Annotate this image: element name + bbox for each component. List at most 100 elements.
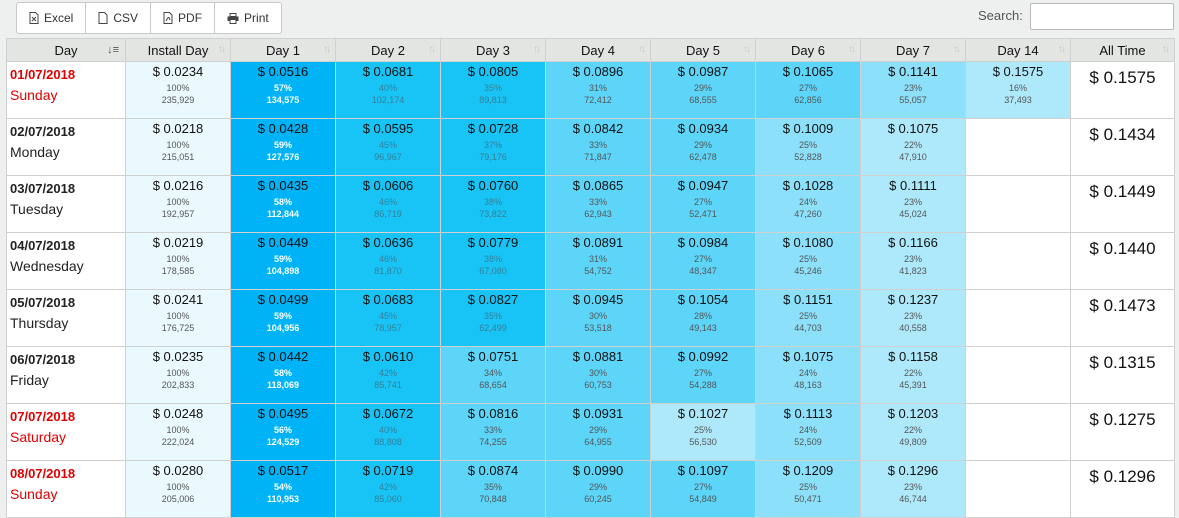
row-weekday: Thursday bbox=[10, 315, 69, 331]
cell-percent: 59% bbox=[273, 140, 292, 150]
cell-users: 45,391 bbox=[899, 380, 927, 390]
cell-users: 40,558 bbox=[899, 323, 927, 333]
cell-value: $ 0.0896 bbox=[572, 64, 624, 79]
row-date: 05/07/2018 bbox=[10, 295, 76, 310]
table-row[interactable]: 03/07/2018 Tuesday $ 0.0216 100% 192,957 $ 0.… bbox=[6, 175, 1175, 233]
cell-percent: 59% bbox=[273, 254, 292, 264]
cohort-cell: $ 0.0672 40% 88,808 bbox=[335, 403, 441, 461]
cell-value: $ 0.1080 bbox=[782, 235, 834, 250]
cell-percent: 57% bbox=[273, 83, 292, 93]
row-date: 03/07/2018 bbox=[10, 181, 76, 196]
cell-users: 222,024 bbox=[161, 437, 195, 447]
cell-users: 192,957 bbox=[161, 209, 195, 219]
cell-value: $ 0.1166 bbox=[888, 235, 938, 250]
cell-value: $ 0.0517 bbox=[257, 463, 309, 478]
column-header[interactable]: Day 4 ↑↓ bbox=[545, 38, 651, 62]
excel-button[interactable]: Excel bbox=[17, 3, 87, 33]
cell-value: $ 0.1141 bbox=[888, 64, 938, 79]
cell-percent: 100% bbox=[166, 311, 190, 321]
cohort-cell: $ 0.0442 58% 118,069 bbox=[230, 346, 336, 404]
cell-users: 37,493 bbox=[1004, 95, 1032, 105]
table-row[interactable]: 02/07/2018 Monday $ 0.0218 100% 215,051 $ 0.0… bbox=[6, 118, 1175, 176]
cohort-cell: $ 0.0516 57% 134,575 bbox=[230, 61, 336, 119]
day-cell: 05/07/2018 Thursday bbox=[6, 289, 126, 347]
cell-value: $ 0.1054 bbox=[677, 292, 729, 307]
alltime-cell: $ 0.1473 bbox=[1070, 289, 1175, 347]
cohort-cell: $ 0.0517 54% 110,953 bbox=[230, 460, 336, 518]
cohort-cell: $ 0.1296 23% 46,744 bbox=[860, 460, 966, 518]
column-header-label: Day bbox=[54, 42, 78, 58]
cell-users: 68,654 bbox=[479, 380, 507, 390]
search-input[interactable] bbox=[1030, 3, 1174, 30]
cell-value: $ 0.1009 bbox=[782, 121, 834, 136]
cohort-cell: $ 0.0947 27% 52,471 bbox=[650, 175, 756, 233]
cell-users: 62,478 bbox=[689, 152, 717, 162]
pdf-file-icon bbox=[163, 12, 173, 24]
column-header[interactable]: Day 2 ↑↓ bbox=[335, 38, 441, 62]
cell-percent: 42% bbox=[378, 482, 397, 492]
csv-button[interactable]: CSV bbox=[86, 3, 152, 33]
cell-value: $ 0.0495 bbox=[257, 406, 309, 421]
cell-value: $ 0.0636 bbox=[362, 235, 414, 250]
cohort-cell bbox=[965, 118, 1071, 176]
cell-value: $ 0.1575 bbox=[992, 64, 1044, 79]
sort-icon: ↑↓ bbox=[638, 44, 646, 55]
cohort-cell: $ 0.1028 24% 47,260 bbox=[755, 175, 861, 233]
cell-users: 202,833 bbox=[161, 380, 195, 390]
cell-value: $ 0.0216 bbox=[152, 178, 204, 193]
day-cell: 04/07/2018 Wednesday bbox=[6, 232, 126, 290]
cell-percent: 40% bbox=[378, 425, 397, 435]
table-row[interactable]: 01/07/2018 Sunday $ 0.0234 100% 235,929 $ 0.0… bbox=[6, 61, 1175, 119]
cell-value: $ 0.0934 bbox=[677, 121, 729, 136]
column-header[interactable]: All Time ↑↓ bbox=[1070, 38, 1175, 62]
cohort-cell: $ 0.1075 22% 47,910 bbox=[860, 118, 966, 176]
column-header[interactable]: Day 1 ↑↓ bbox=[230, 38, 336, 62]
column-header[interactable]: Install Day ↑↓ bbox=[125, 38, 231, 62]
cell-users: 86,719 bbox=[374, 209, 402, 219]
cell-value: $ 0.1028 bbox=[782, 178, 834, 193]
cohort-cell: $ 0.1151 25% 44,703 bbox=[755, 289, 861, 347]
cell-percent: 100% bbox=[166, 482, 190, 492]
column-header[interactable]: Day 7 ↑↓ bbox=[860, 38, 966, 62]
cell-percent: 58% bbox=[273, 368, 292, 378]
cell-users: 67,080 bbox=[479, 266, 507, 276]
table-row[interactable]: 04/07/2018 Wednesday $ 0.0219 100% 178,585 $ … bbox=[6, 232, 1175, 290]
column-header[interactable]: Day ↓≡ bbox=[6, 38, 126, 62]
table-row[interactable]: 06/07/2018 Friday $ 0.0235 100% 202,833 $ 0.0… bbox=[6, 346, 1175, 404]
table-row[interactable]: 07/07/2018 Saturday $ 0.0248 100% 222,024 $ 0… bbox=[6, 403, 1175, 461]
print-button[interactable]: Print bbox=[215, 3, 281, 33]
cell-users: 41,823 bbox=[899, 266, 927, 276]
cell-percent: 31% bbox=[588, 254, 607, 264]
cell-value: $ 0.0842 bbox=[572, 121, 624, 136]
cell-percent: 24% bbox=[798, 425, 817, 435]
column-header[interactable]: Day 3 ↑↓ bbox=[440, 38, 546, 62]
cell-value: $ 0.0751 bbox=[467, 349, 519, 364]
cell-percent: 27% bbox=[798, 83, 817, 93]
cohort-cell: $ 0.0234 100% 235,929 bbox=[125, 61, 231, 119]
column-header[interactable]: Day 6 ↑↓ bbox=[755, 38, 861, 62]
sort-icon: ↑↓ bbox=[1162, 44, 1170, 55]
cell-value: $ 0.0219 bbox=[152, 235, 204, 250]
row-weekday: Wednesday bbox=[10, 258, 84, 274]
column-header[interactable]: Day 14 ↑↓ bbox=[965, 38, 1071, 62]
cohort-cell: $ 0.0931 29% 64,955 bbox=[545, 403, 651, 461]
cell-value: $ 0.0719 bbox=[362, 463, 414, 478]
pdf-button[interactable]: PDF bbox=[151, 3, 216, 33]
sort-icon: ↑↓ bbox=[1058, 44, 1066, 55]
cell-value: $ 0.1075 bbox=[782, 349, 834, 364]
cohort-cell: $ 0.0874 35% 70,848 bbox=[440, 460, 546, 518]
row-date: 08/07/2018 bbox=[10, 466, 76, 481]
sort-icon: ↑↓ bbox=[428, 44, 436, 55]
cell-percent: 46% bbox=[378, 254, 397, 264]
row-date: 07/07/2018 bbox=[10, 409, 76, 424]
column-header[interactable]: Day 5 ↑↓ bbox=[650, 38, 756, 62]
cell-users: 85,060 bbox=[374, 494, 402, 504]
table-row[interactable]: 08/07/2018 Sunday $ 0.0280 100% 205,006 $ 0.0… bbox=[6, 460, 1175, 518]
cell-users: 44,703 bbox=[794, 323, 822, 333]
table-row[interactable]: 05/07/2018 Thursday $ 0.0241 100% 176,725 $ 0… bbox=[6, 289, 1175, 347]
cohort-cell: $ 0.1203 22% 49,809 bbox=[860, 403, 966, 461]
cohort-cell: $ 0.0881 30% 60,753 bbox=[545, 346, 651, 404]
cell-value: $ 0.1113 bbox=[783, 406, 833, 421]
cell-users: 68,555 bbox=[689, 95, 717, 105]
cell-users: 96,967 bbox=[374, 152, 402, 162]
